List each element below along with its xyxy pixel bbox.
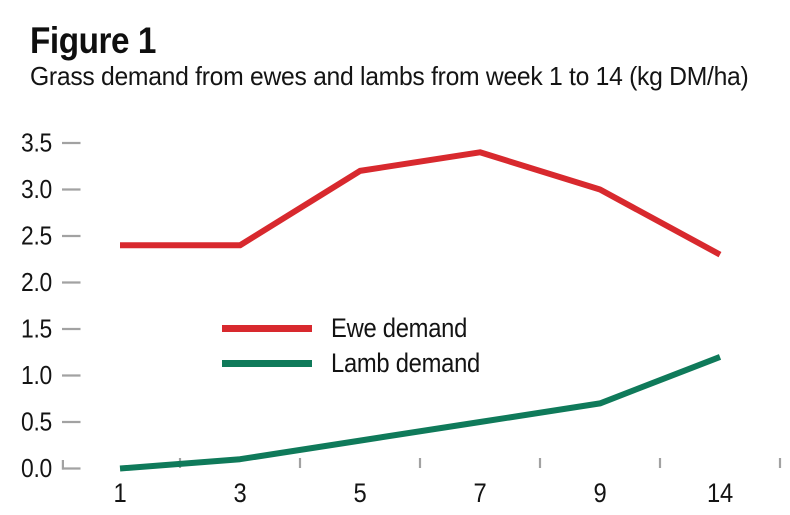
y-tick-label: 2.0 — [21, 269, 52, 298]
x-tick-label: 1 — [114, 479, 127, 509]
x-tick-label: 9 — [594, 479, 607, 509]
y-tick-label: 3.0 — [21, 176, 52, 205]
figure-title: Figure 1 — [30, 20, 156, 61]
y-tick-label: 2.5 — [21, 222, 52, 251]
lamb-demand-label: Lamb demand — [331, 348, 481, 378]
x-tick-label: 5 — [354, 479, 367, 509]
chart-legend: Ewe demand Lamb demand — [222, 311, 500, 381]
lamb-demand-swatch — [222, 359, 312, 368]
y-tick-label: 0.5 — [21, 408, 52, 437]
legend-item-ewe-demand: Ewe demand — [222, 311, 500, 346]
ewe-demand-label: Ewe demand — [331, 313, 468, 343]
y-tick-label: 3.5 — [21, 129, 52, 158]
x-tick-label: 3 — [234, 479, 247, 509]
x-tick-label: 14 — [707, 479, 733, 509]
y-tick-label: 0.0 — [21, 455, 52, 484]
ewe-demand-line — [120, 149, 722, 258]
ewe-demand-swatch — [222, 324, 312, 333]
x-tick-label: 7 — [474, 479, 487, 509]
lamb-demand-line — [119, 354, 722, 472]
y-tick-label: 1.5 — [21, 315, 52, 344]
legend-item-lamb-demand: Lamb demand — [222, 346, 500, 381]
y-tick-label: 1.0 — [21, 362, 52, 391]
figure-subtitle: Grass demand from ewes and lambs from we… — [30, 61, 749, 91]
